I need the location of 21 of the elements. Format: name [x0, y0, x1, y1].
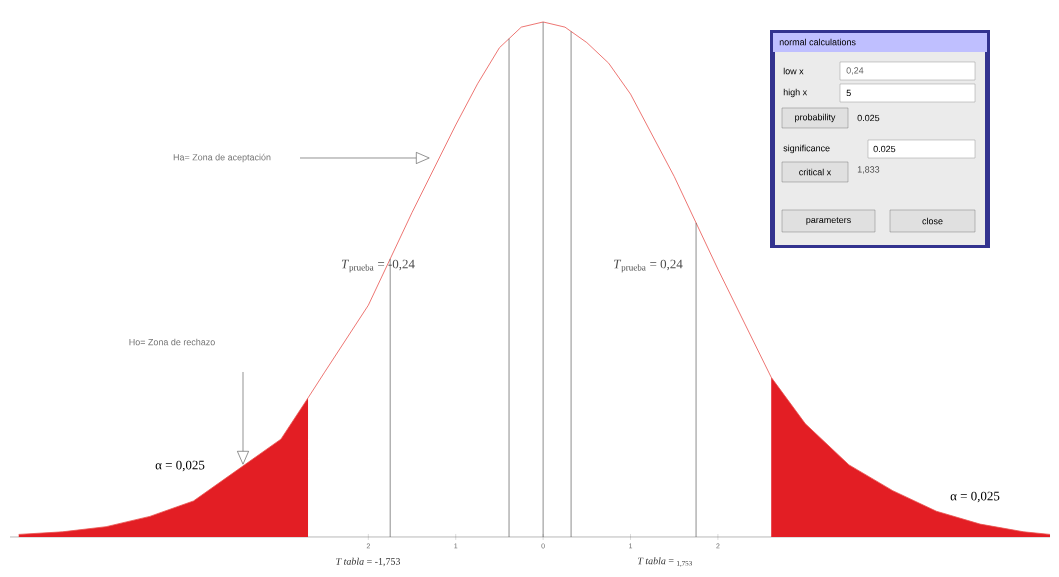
annotation: 0,24 — [846, 67, 864, 75]
annotation: 0.025 — [857, 114, 880, 122]
annotation: Ho= Zona de rechazo — [129, 338, 215, 346]
annotation: high x — [783, 88, 808, 98]
annotation: significance — [783, 144, 830, 154]
annotation: 1,833 — [857, 166, 880, 174]
annotation: T$_{prueba}$ = -0,24 — [341, 259, 415, 273]
annotation: 0.025 — [873, 145, 896, 153]
annotation: probability — [795, 113, 836, 123]
annotation: Ha= Zona de aceptación — [173, 153, 271, 163]
annotation: 5 — [846, 89, 851, 97]
annotation: low x — [783, 67, 804, 75]
annotation: parameters — [806, 217, 851, 225]
annotation: critical x — [799, 168, 832, 176]
text: T tabla = $_{1,753}$ — [638, 557, 692, 567]
annotation: α = 0,025 — [155, 460, 205, 472]
annotation: T$_{prueba}$ = 0,24 — [614, 259, 683, 273]
annotation: close — [922, 217, 943, 225]
annotation: normal calculations — [779, 38, 856, 46]
annotation: α = 0,025 — [950, 491, 1000, 503]
text: T tabla = -1,753 — [336, 557, 401, 567]
